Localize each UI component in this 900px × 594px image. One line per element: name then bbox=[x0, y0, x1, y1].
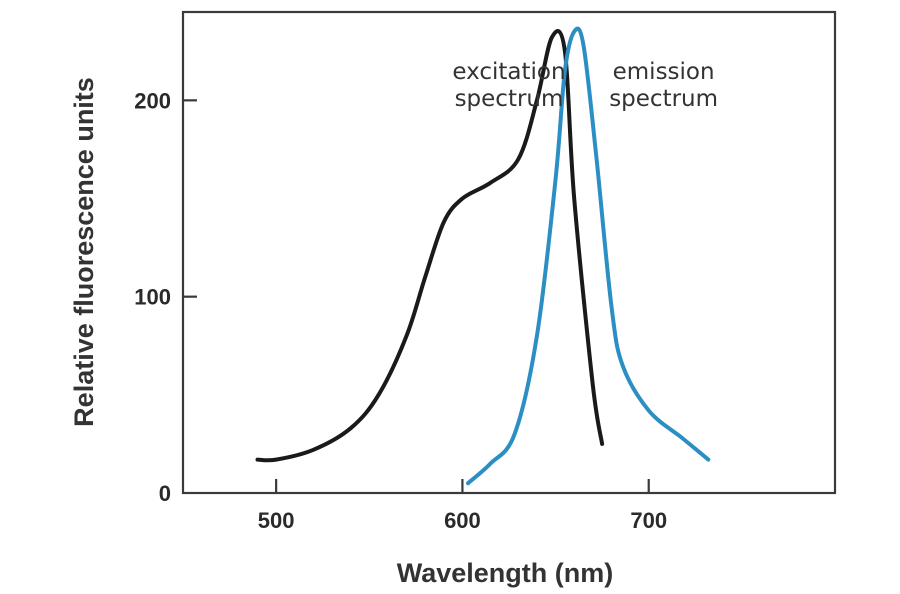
y-tick-label-200: 200 bbox=[134, 88, 171, 113]
annotation-line: spectrum bbox=[609, 86, 718, 112]
y-tick-label-100: 100 bbox=[134, 285, 171, 310]
x-axis-title: Wavelength (nm) bbox=[397, 558, 614, 588]
annotation-emission-spectrum: emission spectrum bbox=[609, 59, 718, 112]
plot-frame bbox=[181, 10, 837, 495]
x-tick-label-600: 600 bbox=[444, 508, 481, 533]
x-tick-label-500: 500 bbox=[258, 508, 295, 533]
annotation-line: spectrum bbox=[455, 86, 564, 112]
y-axis-title: Relative fluorescence units bbox=[69, 77, 99, 427]
series-excitation-spectrum bbox=[255, 29, 605, 463]
x-tick-label-700: 700 bbox=[630, 508, 667, 533]
y-tick-label-0: 0 bbox=[159, 481, 171, 506]
annotation-line: emission bbox=[613, 59, 715, 85]
annotation-line: excitation bbox=[452, 59, 565, 85]
series-emission-spectrum bbox=[466, 26, 711, 486]
annotation-excitation-spectrum: excitation spectrum bbox=[452, 59, 565, 112]
